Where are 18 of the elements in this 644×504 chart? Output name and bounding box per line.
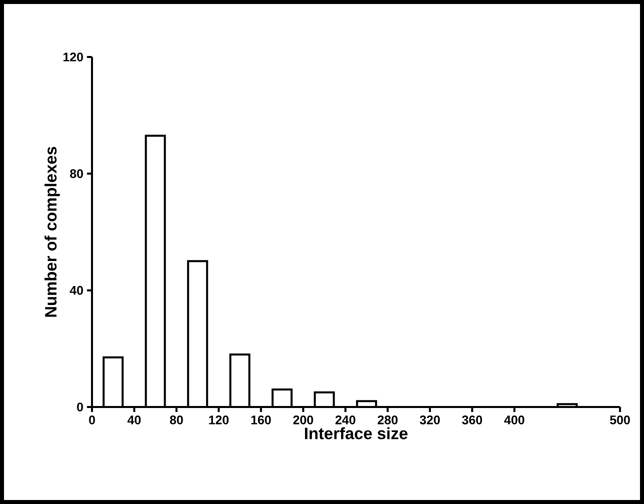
x-tick-label: 40	[128, 416, 141, 424]
x-tick-label: 120	[209, 416, 229, 424]
x-tick-label: 360	[462, 416, 482, 424]
x-tick-label: 160	[251, 416, 271, 424]
y-tick-label: 0	[77, 402, 83, 412]
x-tick-label: 500	[610, 416, 630, 424]
y-tick-label: 120	[63, 52, 83, 62]
y-tick-label: 40	[70, 286, 83, 295]
x-tick-label: 320	[420, 416, 440, 424]
x-tick-label: 280	[378, 416, 398, 424]
x-axis-title: Interface size	[305, 427, 408, 440]
x-tick-label: 240	[335, 416, 356, 424]
y-tick-label: 80	[70, 169, 83, 178]
x-tick-label: 200	[293, 416, 314, 424]
x-tick-label: 0	[89, 416, 95, 424]
x-tick-label: 400	[504, 416, 524, 424]
y-axis-title: Number of complexes	[44, 146, 60, 317]
x-tick-label: 80	[170, 416, 183, 424]
